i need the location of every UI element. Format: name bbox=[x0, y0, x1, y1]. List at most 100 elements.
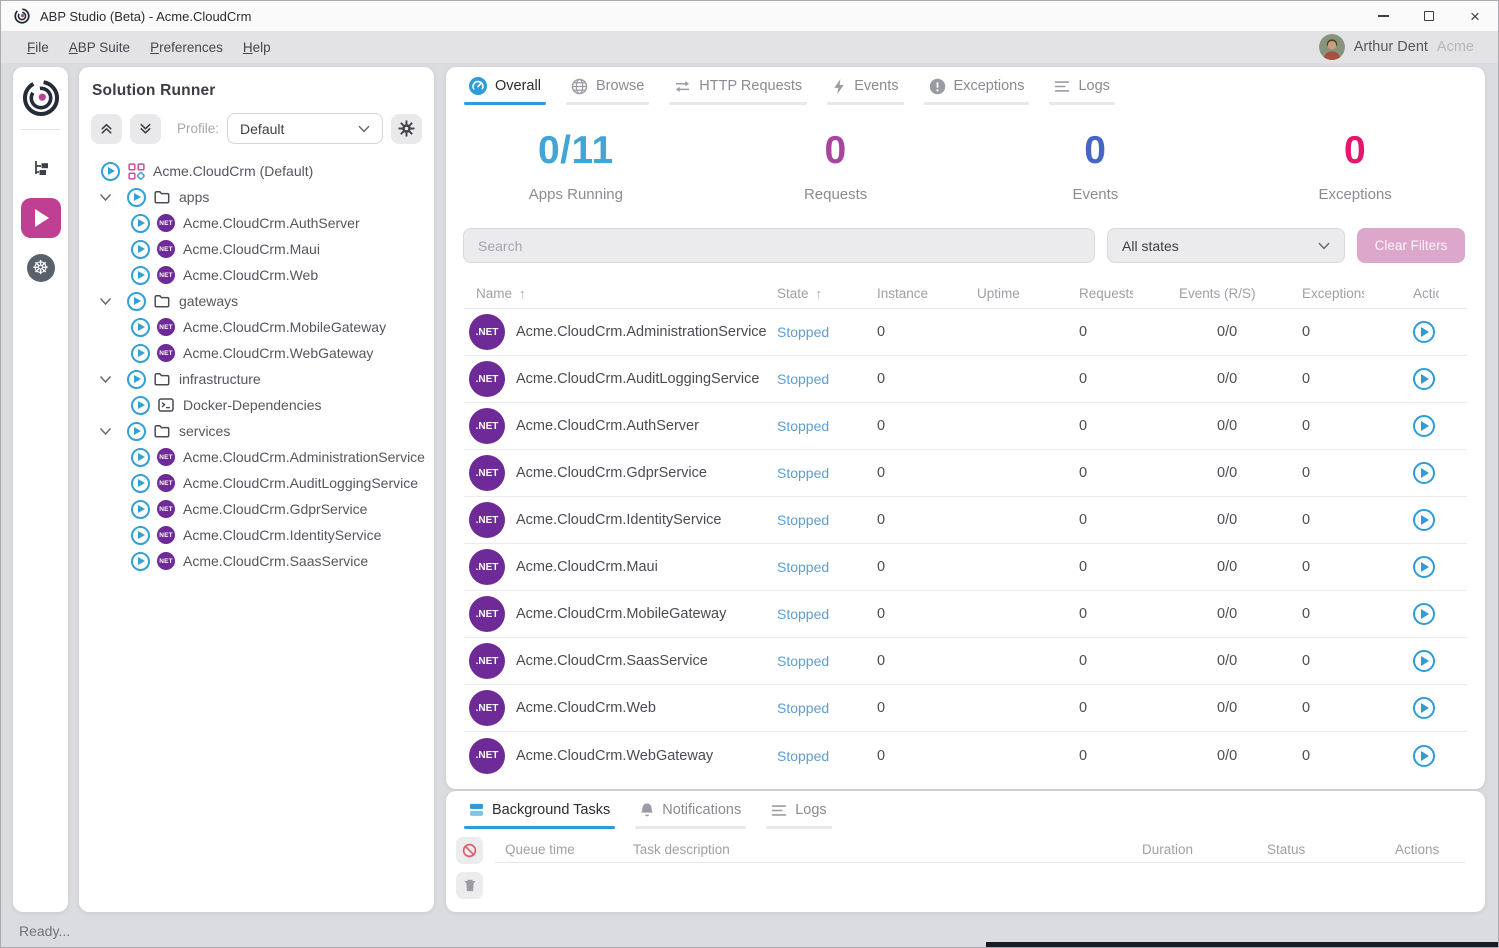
play-circle-icon[interactable] bbox=[127, 291, 146, 311]
abp-logo-icon bbox=[22, 79, 60, 117]
tree-item[interactable]: NET gateways bbox=[79, 288, 434, 314]
state-filter-select[interactable]: All states bbox=[1107, 228, 1345, 263]
chevron-down-icon[interactable] bbox=[99, 297, 115, 306]
menu-abp-suite[interactable]: ABP Suite bbox=[68, 39, 131, 55]
services-table-header: Name ↑ State ↑ Instance Uptime Requests Ev… bbox=[464, 278, 1467, 308]
start-service-button[interactable] bbox=[1413, 321, 1435, 343]
start-service-button[interactable] bbox=[1413, 368, 1435, 390]
play-circle-icon[interactable] bbox=[131, 525, 150, 545]
tree-item[interactable]: NET Acme.CloudCrm.Maui bbox=[79, 236, 434, 262]
chevron-down-icon[interactable] bbox=[99, 193, 115, 202]
tree-item-label: services bbox=[179, 423, 231, 439]
dotnet-icon: NET bbox=[157, 474, 175, 492]
expand-all-button[interactable] bbox=[130, 113, 161, 144]
play-circle-icon[interactable] bbox=[131, 551, 150, 571]
clear-tasks-button[interactable] bbox=[456, 872, 483, 899]
tree-item[interactable]: NET Acme.CloudCrm.Web bbox=[79, 262, 434, 288]
play-circle-icon[interactable] bbox=[131, 317, 150, 337]
tree-item[interactable]: NET Acme.CloudCrm.GdprService bbox=[79, 496, 434, 522]
play-circle-icon[interactable] bbox=[101, 161, 120, 181]
service-row[interactable]: .NET Acme.CloudCrm.SaasService Stopped 0… bbox=[464, 638, 1467, 685]
play-circle-icon[interactable] bbox=[127, 421, 146, 441]
start-service-button[interactable] bbox=[1413, 697, 1435, 719]
solution-runner-button[interactable] bbox=[20, 198, 61, 238]
chevron-down-icon[interactable] bbox=[99, 375, 115, 384]
minimize-button[interactable] bbox=[1360, 1, 1406, 31]
tab-http-requests[interactable]: HTTP Requests bbox=[669, 67, 808, 105]
start-service-button[interactable] bbox=[1413, 744, 1435, 767]
tab-overall[interactable]: Overall bbox=[464, 67, 546, 105]
play-circle-icon[interactable] bbox=[131, 395, 150, 415]
runner-settings-button[interactable] bbox=[391, 113, 422, 144]
service-state: Stopped bbox=[777, 700, 830, 716]
tab-events[interactable]: Events bbox=[827, 67, 904, 105]
start-service-button[interactable] bbox=[1413, 462, 1435, 484]
menu-preferences[interactable]: Preferences bbox=[150, 39, 223, 55]
lines-icon bbox=[1055, 80, 1070, 92]
play-circle-icon[interactable] bbox=[127, 369, 146, 389]
start-service-button[interactable] bbox=[1413, 650, 1435, 672]
tree-item[interactable]: NET Acme.CloudCrm.AdministrationService bbox=[79, 444, 434, 470]
play-circle-icon[interactable] bbox=[131, 473, 150, 493]
service-row[interactable]: .NET Acme.CloudCrm.GdprService Stopped 0… bbox=[464, 450, 1467, 497]
service-instance: 0 bbox=[877, 747, 886, 764]
column-header-events: Events (R/S) bbox=[1179, 285, 1256, 301]
service-row[interactable]: .NET Acme.CloudCrm.Web Stopped 0 0 0/0 0 bbox=[464, 685, 1467, 732]
service-row[interactable]: .NET Acme.CloudCrm.AuditLoggingService S… bbox=[464, 356, 1467, 403]
tab-background-tasks[interactable]: Background Tasks bbox=[464, 791, 616, 829]
chevron-down-icon[interactable] bbox=[99, 427, 115, 436]
tree-item[interactable]: NET Acme.CloudCrm.MobileGateway bbox=[79, 314, 434, 340]
tree-item[interactable]: NET Acme.CloudCrm.IdentityService bbox=[79, 522, 434, 548]
service-row[interactable]: .NET Acme.CloudCrm.WebGateway Stopped 0 … bbox=[464, 732, 1467, 779]
collapse-all-button[interactable] bbox=[91, 113, 122, 144]
play-circle-icon[interactable] bbox=[131, 265, 150, 285]
tree-item[interactable]: NET apps bbox=[79, 184, 434, 210]
service-row[interactable]: .NET Acme.CloudCrm.MobileGateway Stopped… bbox=[464, 591, 1467, 638]
search-input[interactable] bbox=[463, 228, 1095, 263]
close-button[interactable]: × bbox=[1470, 6, 1480, 26]
kubernetes-button[interactable]: ☸ bbox=[21, 248, 61, 288]
menu-help[interactable]: Help bbox=[242, 39, 271, 55]
tree-item[interactable]: NET infrastructure bbox=[79, 366, 434, 392]
play-circle-icon[interactable] bbox=[131, 213, 150, 233]
column-header-state[interactable]: State ↑ bbox=[777, 285, 823, 301]
play-circle-icon[interactable] bbox=[131, 343, 150, 363]
service-exceptions: 0 bbox=[1302, 512, 1311, 528]
tree-item[interactable]: NET Acme.CloudCrm.WebGateway bbox=[79, 340, 434, 366]
play-circle-icon[interactable] bbox=[127, 187, 146, 207]
profile-select[interactable]: Default bbox=[227, 113, 383, 144]
tree-item[interactable]: NET Acme.CloudCrm (Default) bbox=[79, 158, 434, 184]
tree-item[interactable]: NET services bbox=[79, 418, 434, 444]
tree-item[interactable]: NET Acme.CloudCrm.AuditLoggingService bbox=[79, 470, 434, 496]
tab-logs[interactable]: Logs bbox=[1049, 67, 1116, 105]
dotnet-icon: .NET bbox=[469, 408, 505, 444]
start-service-button[interactable] bbox=[1413, 556, 1435, 578]
service-row[interactable]: .NET Acme.CloudCrm.AuthServer Stopped 0 … bbox=[464, 403, 1467, 450]
tree-item[interactable]: NET Acme.CloudCrm.AuthServer bbox=[79, 210, 434, 236]
play-circle-icon[interactable] bbox=[131, 499, 150, 519]
service-row[interactable]: .NET Acme.CloudCrm.AdministrationService… bbox=[464, 309, 1467, 356]
play-circle-icon[interactable] bbox=[131, 447, 150, 467]
bottom-panel: Background Tasks Notifications Logs bbox=[446, 791, 1485, 912]
tab-browse[interactable]: Browse bbox=[565, 67, 650, 105]
clear-filters-button[interactable]: Clear Filters bbox=[1357, 228, 1465, 263]
tab-bottom-logs[interactable]: Logs bbox=[766, 791, 833, 829]
tree-item[interactable]: NET Docker-Dependencies bbox=[79, 392, 434, 418]
column-header-name[interactable]: Name ↑ bbox=[476, 285, 526, 301]
solution-explorer-button[interactable] bbox=[21, 148, 61, 188]
cancel-all-tasks-button[interactable] bbox=[456, 837, 483, 864]
tree-item[interactable]: NET Acme.CloudCrm.SaasService bbox=[79, 548, 434, 574]
start-service-button[interactable] bbox=[1413, 415, 1435, 437]
service-row[interactable]: .NET Acme.CloudCrm.Maui Stopped 0 0 0/0 … bbox=[464, 544, 1467, 591]
user-menu[interactable]: Arthur Dent Acme bbox=[1318, 34, 1482, 60]
maximize-button[interactable] bbox=[1406, 1, 1452, 31]
tab-notifications[interactable]: Notifications bbox=[635, 791, 747, 829]
play-circle-icon[interactable] bbox=[131, 239, 150, 259]
start-service-button[interactable] bbox=[1413, 509, 1435, 531]
menu-file[interactable]: File bbox=[27, 39, 49, 55]
title-bar: ABP Studio (Beta) - Acme.CloudCrm × bbox=[1, 1, 1498, 31]
service-row[interactable]: .NET Acme.CloudCrm.IdentityService Stopp… bbox=[464, 497, 1467, 544]
start-service-button[interactable] bbox=[1413, 603, 1435, 625]
tab-exceptions[interactable]: Exceptions bbox=[923, 67, 1030, 105]
